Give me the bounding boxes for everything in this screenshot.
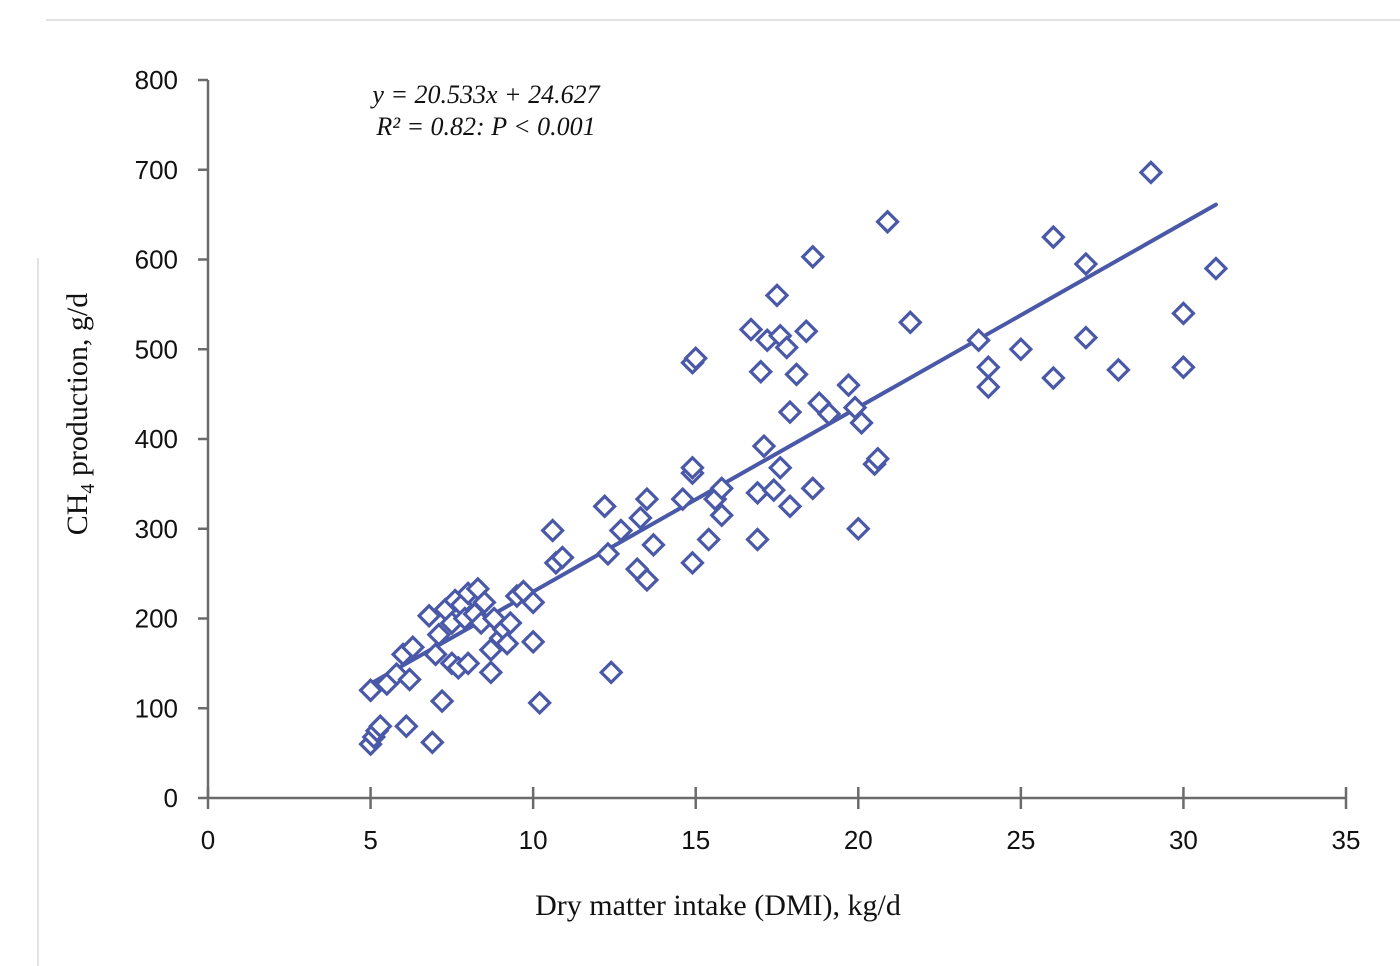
y-tick-label: 0 [164, 783, 178, 813]
data-point-diamond [976, 354, 1001, 380]
data-point-diamond [976, 374, 1001, 400]
y-axis-ticks: 0 100 200 300 400 500 600 700 800 [135, 65, 208, 813]
data-point-diamond [784, 362, 809, 387]
data-point-diamond [898, 310, 923, 335]
data-point-diamond [800, 476, 826, 501]
y-tick-label: 500 [135, 334, 178, 364]
x-tick-label: 15 [681, 825, 710, 855]
data-point-diamond [1041, 365, 1066, 391]
data-point-diamond [400, 634, 426, 660]
y-axis-title-subscript: 4 [77, 484, 99, 494]
y-tick-label: 100 [135, 693, 178, 723]
data-point-diamond [777, 494, 803, 519]
equation-line-1: y = 20.533x + 24.627 [369, 80, 600, 109]
data-point-diamond [527, 690, 552, 716]
y-axis-title-prefix: CH [61, 494, 94, 536]
data-point-diamond [794, 319, 819, 344]
y-tick-label: 200 [135, 604, 178, 634]
data-point-diamond [1073, 251, 1099, 277]
y-tick-label: 400 [135, 424, 178, 454]
data-point-diamond [738, 317, 764, 342]
x-tick-label: 30 [1169, 825, 1198, 855]
data-point-diamond [751, 433, 777, 459]
data-point-diamond [680, 550, 705, 576]
data-point-diamond [875, 209, 900, 235]
data-point-diamond [800, 244, 826, 270]
data-point-diamond [598, 660, 624, 685]
data-point-diamond [520, 629, 546, 655]
data-point-diamond [966, 328, 991, 353]
data-point-diamond [1171, 354, 1196, 380]
x-tick-label: 25 [1006, 825, 1035, 855]
data-point-diamond [494, 631, 520, 656]
data-point-diamond [397, 667, 422, 692]
data-point-diamond [540, 518, 565, 543]
data-point-diamond [634, 486, 660, 512]
data-point-diamond [423, 642, 448, 667]
data-point-diamond [709, 476, 734, 501]
data-point-diamond [420, 730, 445, 755]
data-point-diamond [1008, 336, 1034, 362]
data-point-diamond [426, 622, 452, 647]
data-point-diamond [745, 527, 770, 552]
x-tick-label: 0 [201, 825, 215, 855]
y-tick-label: 300 [135, 514, 178, 544]
data-point-diamond [595, 541, 621, 567]
data-point-diamond [1203, 256, 1229, 281]
data-point-diamond [472, 590, 497, 615]
x-tick-label: 5 [363, 825, 377, 855]
data-point-diamond [816, 401, 842, 427]
data-point-diamond [634, 567, 660, 593]
data-point-diamond [608, 518, 634, 543]
data-point-diamond [641, 532, 666, 558]
data-point-diamond [865, 446, 891, 472]
data-point-diamond [761, 477, 787, 503]
data-point-diamond [478, 660, 504, 685]
data-point-diamond [550, 545, 575, 570]
data-point-diamond [455, 651, 481, 676]
data-point-diamond [846, 516, 871, 542]
data-point-diamond [628, 505, 653, 531]
data-point-diamond [429, 688, 455, 714]
data-point-diamond [1073, 325, 1099, 350]
data-points [358, 160, 1229, 757]
data-point-diamond [767, 455, 793, 480]
data-point-diamond [777, 399, 803, 425]
data-point-diamond [394, 713, 419, 739]
x-tick-label: 10 [519, 825, 548, 855]
data-point-diamond [1041, 224, 1066, 250]
y-tick-label: 800 [135, 65, 178, 95]
data-point-diamond [368, 713, 393, 739]
y-axis-title: CH4 production, g/d [61, 293, 99, 536]
data-point-diamond [1106, 357, 1131, 383]
data-point-diamond [748, 359, 774, 384]
x-tick-label: 35 [1332, 825, 1361, 855]
x-tick-label: 20 [844, 825, 873, 855]
data-point-diamond [764, 283, 790, 308]
y-tick-label: 700 [135, 155, 178, 185]
data-point-diamond [592, 494, 617, 519]
data-point-diamond [836, 372, 861, 398]
data-point-diamond [498, 610, 523, 636]
data-point-diamond [1171, 301, 1196, 326]
data-point-diamond [849, 410, 874, 436]
x-axis-ticks: 0 5 10 15 20 25 30 35 [201, 787, 1361, 855]
data-point-diamond [358, 678, 383, 703]
regression-trendline [368, 202, 1218, 686]
y-axis-title-suffix: production, g/d [61, 293, 94, 484]
data-point-diamond [709, 503, 734, 528]
data-point-diamond [1138, 160, 1164, 185]
data-point-diamond [680, 455, 705, 480]
data-point-diamond [416, 603, 442, 629]
data-point-diamond [696, 527, 721, 552]
x-axis-title: Dry matter intake (DMI), kg/d [535, 889, 901, 922]
y-tick-label: 600 [135, 245, 178, 275]
data-point-diamond [520, 590, 546, 615]
data-point-diamond [670, 486, 695, 512]
data-point-diamond [774, 335, 800, 360]
data-point-diamond [683, 345, 708, 371]
equation-line-2: R² = 0.82: P < 0.001 [375, 112, 595, 141]
